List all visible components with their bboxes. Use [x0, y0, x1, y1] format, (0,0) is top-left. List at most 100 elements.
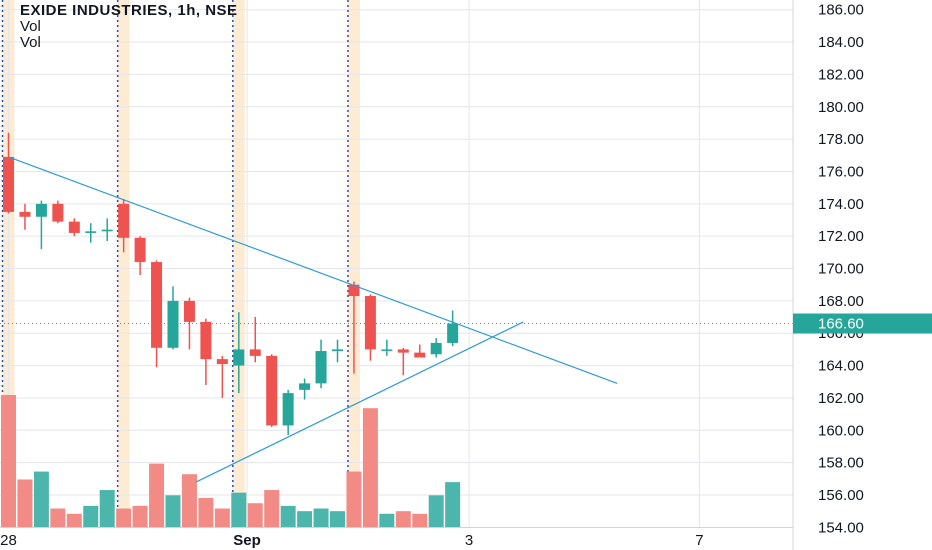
- y-tick-label: 178.00: [818, 131, 864, 148]
- y-tick-label: 168.00: [818, 293, 864, 310]
- last-price-tag-label: 166.60: [818, 316, 864, 333]
- candle: [266, 354, 278, 428]
- candle: [414, 344, 426, 358]
- x-tick-label: 7: [695, 532, 703, 549]
- legend-volume-1: Vol: [20, 18, 41, 35]
- candle-body: [101, 229, 113, 232]
- volume-bar: [412, 513, 428, 527]
- trendline-ascending: [195, 321, 524, 483]
- y-tick-label: 176.00: [818, 163, 864, 180]
- session-band: [117, 0, 130, 527]
- candle-body: [364, 296, 376, 350]
- candle-body: [200, 321, 212, 360]
- y-tick-label: 156.00: [818, 487, 864, 504]
- candle-body: [118, 203, 130, 238]
- volume-bar: [149, 463, 165, 527]
- volume-bar: [116, 508, 132, 527]
- y-tick-label: 182.00: [818, 66, 864, 83]
- candle: [151, 260, 163, 368]
- volume-bar: [181, 474, 197, 527]
- candle-body: [167, 300, 179, 348]
- y-tick-label: 174.00: [818, 196, 864, 213]
- candle-body: [216, 359, 228, 364]
- chart-title: EXIDE INDUSTRIES, 1h, NSE: [20, 2, 238, 19]
- y-tick-label: 162.00: [818, 390, 864, 407]
- candle: [52, 200, 64, 224]
- y-tick-label: 158.00: [818, 455, 864, 472]
- x-tick-label: Sep: [233, 532, 261, 549]
- y-tick-label: 170.00: [818, 261, 864, 278]
- y-tick-label: 164.00: [818, 358, 864, 375]
- candle: [19, 203, 31, 230]
- chart-legend: EXIDE INDUSTRIES, 1h, NSE Vol Vol: [20, 3, 238, 51]
- candle: [430, 338, 442, 358]
- y-tick-label: 186.00: [818, 2, 864, 19]
- candle: [200, 318, 212, 385]
- volume-bar: [132, 505, 148, 527]
- candle: [364, 294, 376, 361]
- candle-body: [315, 351, 327, 384]
- volume-bar: [99, 490, 115, 527]
- volume-bar: [445, 482, 461, 527]
- trendline-descending: [8, 156, 618, 384]
- legend-volume-2: Vol: [20, 34, 41, 51]
- candle: [101, 218, 113, 242]
- candle: [3, 132, 14, 214]
- volume-bar: [280, 505, 296, 527]
- candle-body: [19, 211, 31, 217]
- candle: [447, 310, 459, 347]
- volume-bar: [313, 508, 329, 527]
- candle: [85, 223, 97, 243]
- candle: [118, 198, 130, 253]
- session-band: [232, 0, 245, 527]
- candle-body: [249, 349, 261, 356]
- candle-body: [430, 342, 442, 355]
- candle: [348, 281, 360, 374]
- volume-bar: [66, 513, 82, 527]
- y-tick-label: 180.00: [818, 99, 864, 116]
- candle: [233, 312, 245, 394]
- volume-bar: [1, 395, 16, 527]
- candle-body: [233, 349, 245, 366]
- candle: [315, 339, 327, 389]
- candle: [68, 218, 80, 237]
- candle-body: [134, 237, 146, 263]
- candle: [134, 236, 146, 275]
- volume-bar: [247, 503, 263, 527]
- volume-bar: [165, 495, 181, 527]
- y-tick-label: 184.00: [818, 34, 864, 51]
- volume-bar: [362, 408, 378, 527]
- candle-body: [332, 349, 343, 352]
- volume-bar: [346, 471, 362, 527]
- candle: [183, 297, 195, 350]
- volume-bar: [83, 505, 99, 527]
- volume-bar: [264, 490, 280, 527]
- candle: [282, 389, 294, 436]
- candle-body: [299, 383, 311, 390]
- volume-bar: [428, 495, 444, 527]
- candle: [216, 355, 228, 398]
- candle: [249, 317, 261, 363]
- volume-bar: [330, 511, 345, 527]
- candle-body: [183, 300, 195, 322]
- volume-bar: [198, 497, 214, 527]
- volume-bar: [214, 508, 230, 527]
- candle: [35, 200, 47, 250]
- x-tick-label: 28: [0, 532, 17, 549]
- volume-bar: [50, 508, 66, 527]
- candle-body: [85, 231, 97, 233]
- candle-body: [3, 156, 14, 212]
- candle: [299, 378, 311, 400]
- candle: [397, 347, 409, 376]
- candle-body: [397, 349, 409, 353]
- candle: [332, 339, 343, 363]
- volume-bar: [395, 511, 411, 527]
- candle-body: [35, 203, 47, 217]
- volume-bar: [297, 511, 313, 527]
- volume-bar: [33, 471, 49, 527]
- volume-bar: [17, 479, 33, 527]
- y-tick-label: 172.00: [818, 228, 864, 245]
- candle-body: [447, 323, 459, 343]
